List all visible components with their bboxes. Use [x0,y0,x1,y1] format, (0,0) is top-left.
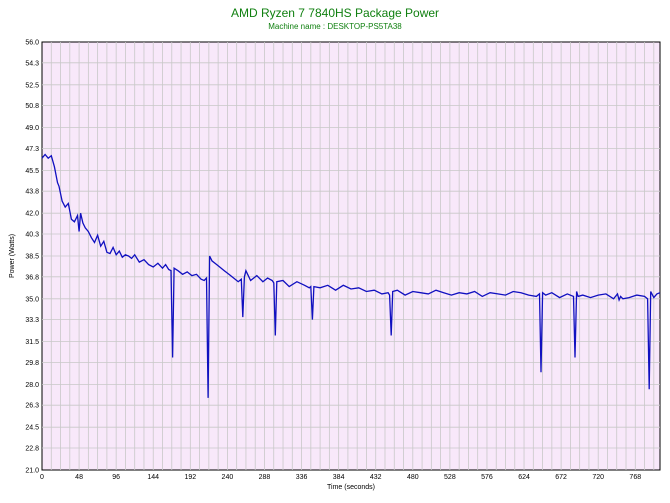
y-tick-label: 28.0 [25,382,39,389]
x-tick-label: 384 [333,474,345,481]
y-tick-label: 29.8 [25,360,39,367]
x-tick-label: 336 [296,474,308,481]
x-tick-label: 528 [444,474,456,481]
x-tick-label: 288 [259,474,271,481]
y-tick-label: 42.0 [25,211,39,218]
y-tick-label: 45.5 [25,168,39,175]
y-tick-label: 26.3 [25,403,39,410]
x-tick-label: 96 [112,474,120,481]
y-axis-ticks: 56.0 54.3 52.5 50.8 49.0 47.3 45.5 43.8 42.0 40.3… [25,40,39,475]
y-tick-label: 24.5 [25,425,39,432]
x-tick-label: 144 [147,474,159,481]
x-tick-label: 192 [184,474,196,481]
x-tick-label: 576 [481,474,493,481]
x-tick-label: 0 [40,474,44,481]
y-tick-label: 49.0 [25,125,39,132]
y-tick-label: 33.3 [25,317,39,324]
x-axis-ticks: 0 48 96 144 192 240 288 336 384 432 480 528 576 624 67… [40,474,641,481]
y-tick-label: 54.3 [25,60,39,67]
y-tick-label: 43.8 [25,189,39,196]
x-tick-label: 624 [518,474,530,481]
y-tick-label: 50.8 [25,103,39,110]
y-tick-label: 31.5 [25,339,39,346]
y-tick-label: 38.5 [25,254,39,261]
y-axis-label: Power (Watts) [9,234,16,278]
chart-subtitle: Machine name : DESKTOP-PS5TA38 [268,22,402,31]
power-series-line [41,153,661,398]
grid-lines [42,42,660,470]
chart-title: AMD Ryzen 7 7840HS Package Power [230,6,440,20]
y-tick-label: 40.3 [25,231,39,238]
y-tick-label: 56.0 [25,40,39,47]
x-axis-label: Time (seconds) [327,484,375,491]
x-tick-label: 432 [370,474,382,481]
y-tick-label: 22.8 [25,445,39,452]
x-tick-label: 720 [592,474,604,481]
y-tick-label: 21.0 [25,468,39,475]
y-tick-label: 35.0 [25,296,39,303]
y-tick-label: 47.3 [25,146,39,153]
y-tick-label: 52.5 [25,82,39,89]
x-tick-label: 480 [407,474,419,481]
x-tick-label: 48 [75,474,83,481]
x-tick-label: 768 [629,474,641,481]
x-tick-label: 240 [222,474,234,481]
x-tick-label: 672 [555,474,567,481]
y-tick-label: 36.8 [25,274,39,281]
